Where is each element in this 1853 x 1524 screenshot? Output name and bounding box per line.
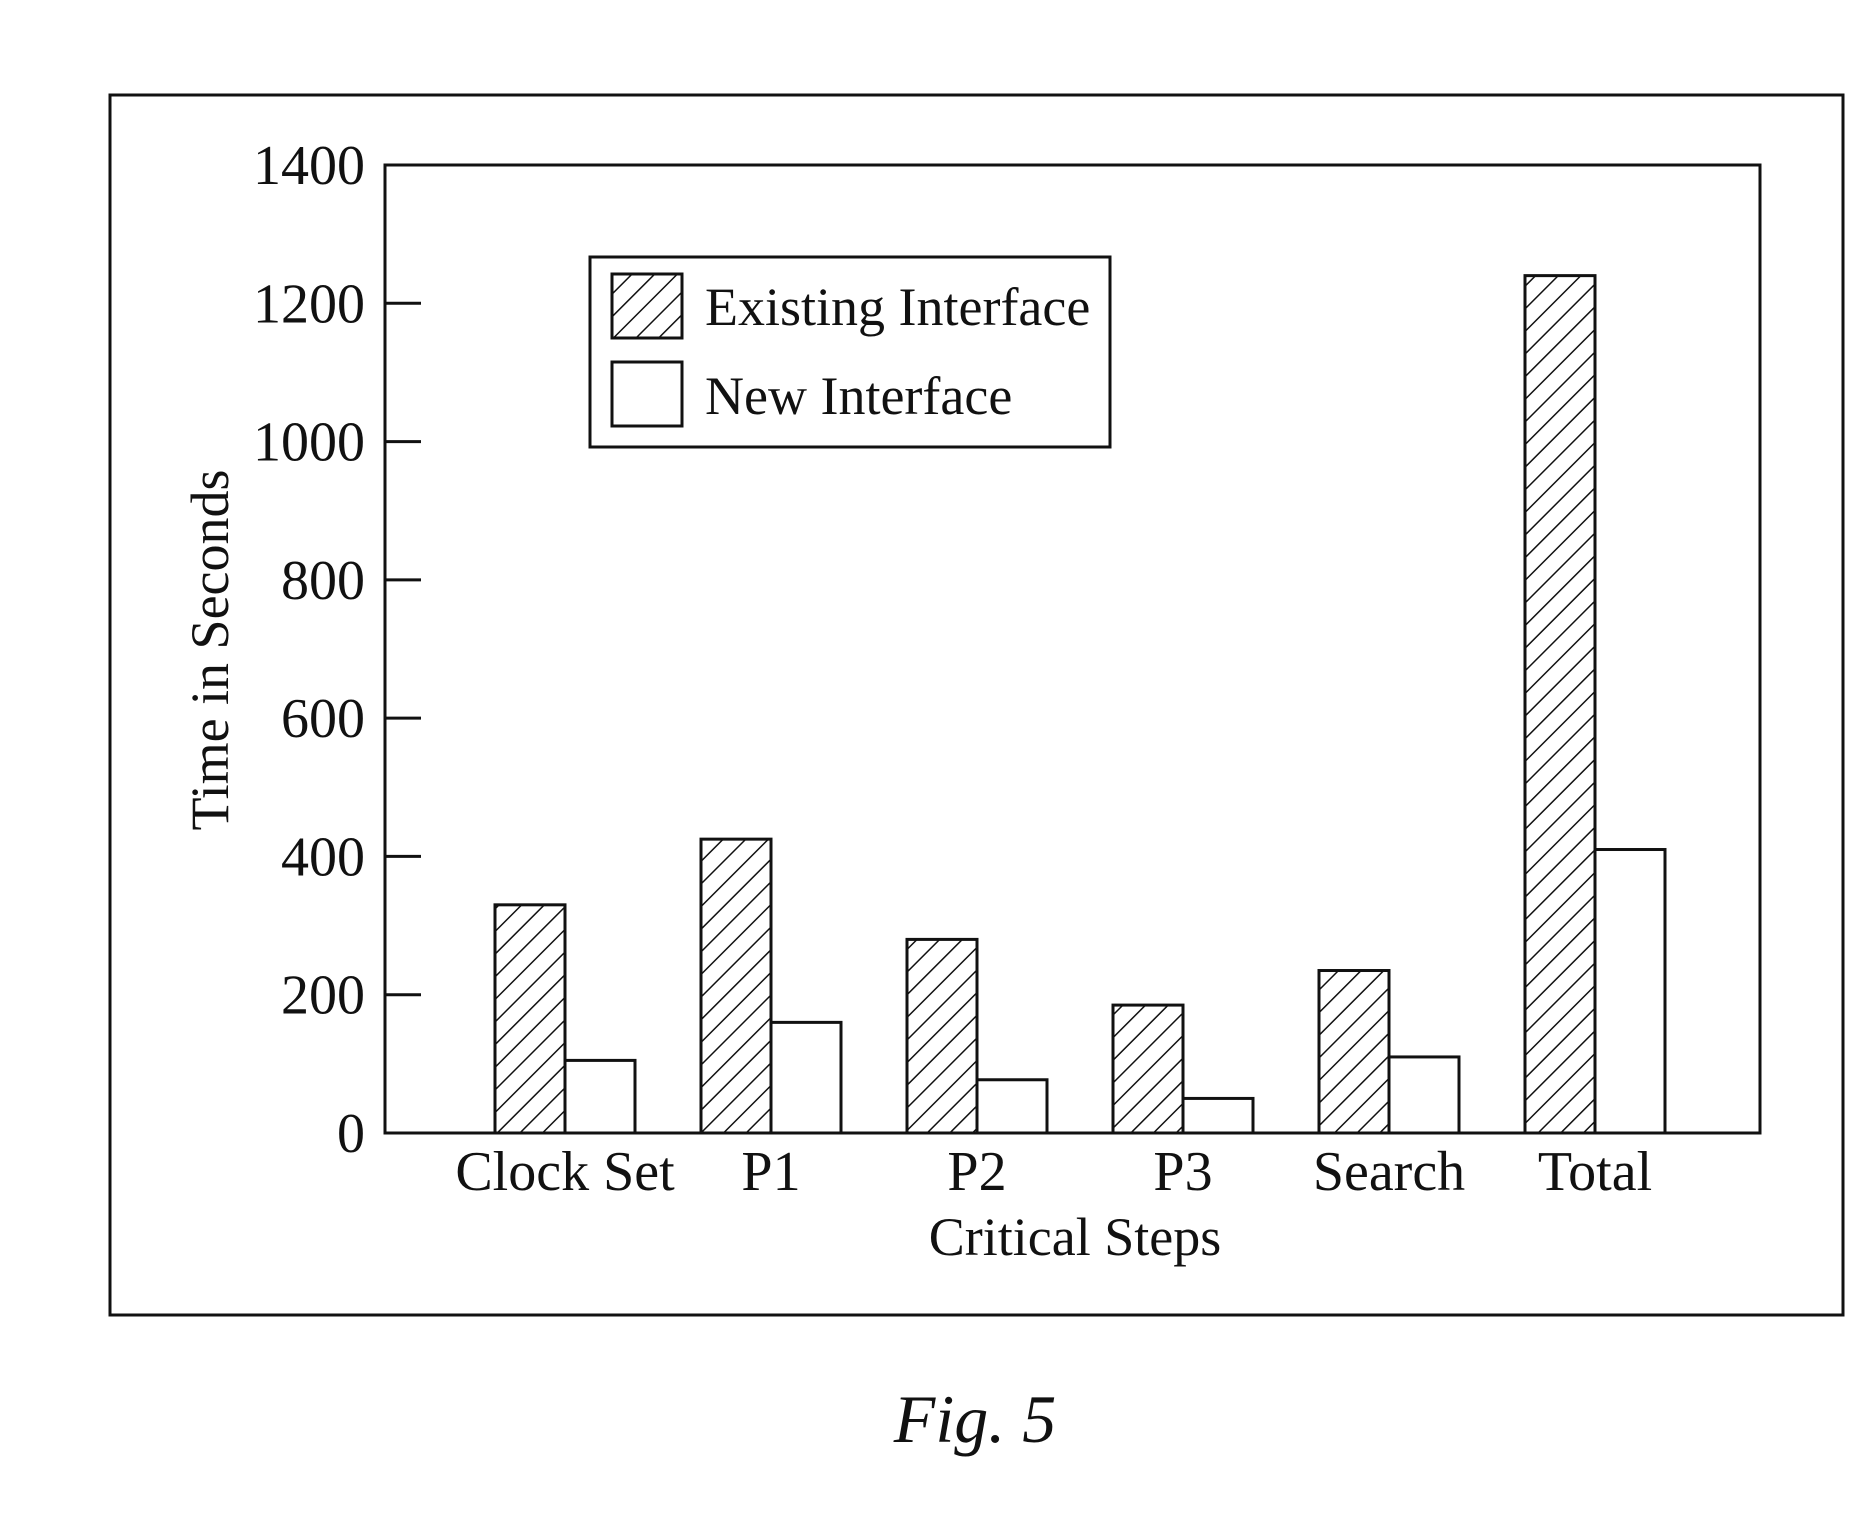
bar-new-p3 [1183, 1098, 1253, 1133]
y-axis: 0 200 400 600 800 1000 1200 1400 [253, 135, 421, 1165]
x-tick-label: Clock Set [455, 1141, 675, 1203]
bar-existing-p2 [907, 939, 977, 1133]
bar-new-clock-set [565, 1060, 635, 1133]
bar-existing-search [1319, 971, 1389, 1133]
bar-new-p2 [977, 1080, 1047, 1133]
y-tick-label: 400 [281, 826, 365, 888]
y-axis-title: Time in Seconds [180, 469, 240, 830]
bar-new-search [1389, 1057, 1459, 1133]
x-tick-label: P3 [1153, 1141, 1212, 1203]
bar-existing-total [1525, 276, 1595, 1133]
y-tick-label: 800 [281, 550, 365, 612]
bar-new-p1 [771, 1022, 841, 1133]
x-tick-label: P1 [741, 1141, 800, 1203]
legend-label-new: New Interface [705, 366, 1012, 426]
legend-swatch-existing [612, 274, 682, 338]
y-tick-label: 200 [281, 965, 365, 1027]
x-tick-label: P2 [947, 1141, 1006, 1203]
x-axis-title: Critical Steps [929, 1207, 1221, 1267]
legend: Existing Interface New Interface [590, 257, 1110, 447]
x-axis: Clock Set P1 P2 P3 Search Total [455, 1141, 1652, 1203]
bar-new-total [1595, 850, 1665, 1133]
bar-existing-p3 [1113, 1005, 1183, 1133]
x-tick-label: Search [1313, 1141, 1465, 1203]
legend-label-existing: Existing Interface [705, 277, 1090, 337]
y-tick-label: 1200 [253, 273, 365, 335]
bar-existing-clock-set [495, 905, 565, 1133]
y-tick-label: 0 [337, 1103, 365, 1165]
figure-caption: Fig. 5 [893, 1381, 1056, 1457]
bar-existing-p1 [701, 839, 771, 1133]
y-tick-label: 1400 [253, 135, 365, 197]
x-tick-label: Total [1538, 1141, 1652, 1203]
legend-swatch-new [612, 362, 682, 426]
y-tick-label: 600 [281, 688, 365, 750]
y-tick-label: 1000 [253, 412, 365, 474]
